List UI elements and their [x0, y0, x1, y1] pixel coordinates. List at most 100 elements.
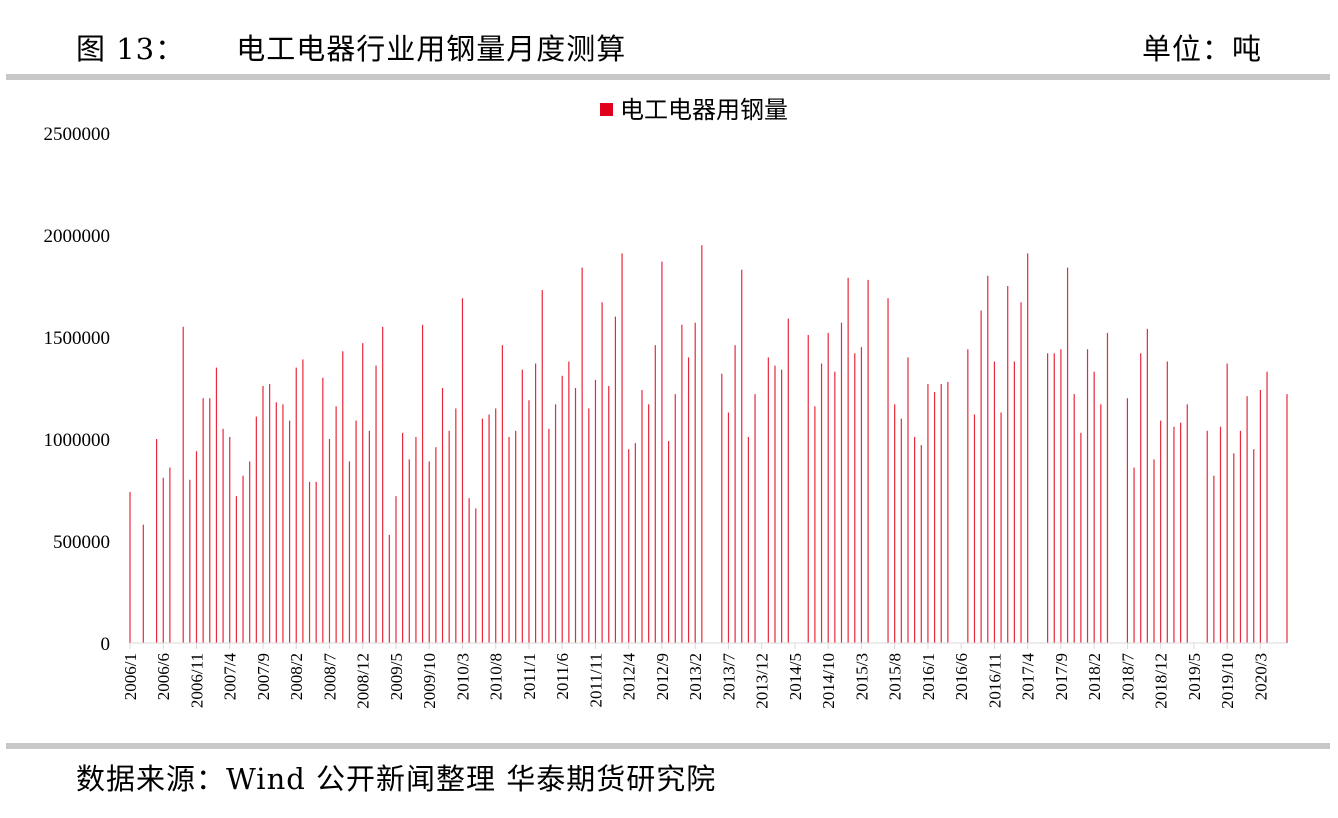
bar: [189, 479, 191, 643]
bar: [156, 439, 158, 643]
bar: [322, 377, 324, 643]
bar: [574, 388, 577, 643]
bar: [1160, 420, 1162, 643]
bar: [1027, 253, 1029, 644]
legend-swatch: [600, 103, 613, 116]
bar: [621, 253, 623, 644]
bar: [262, 385, 264, 643]
bar: [255, 416, 257, 643]
bar: [933, 392, 936, 643]
bar: [415, 436, 417, 643]
x-tick-label: 2012/9: [653, 653, 672, 700]
legend-label: 电工电器用钢量: [620, 97, 788, 124]
bar: [1219, 426, 1222, 643]
x-tick-label: 2014/10: [819, 653, 838, 709]
bar: [421, 324, 424, 643]
bar: [854, 353, 856, 643]
bar: [661, 261, 663, 643]
bar: [535, 363, 537, 643]
bar: [648, 404, 650, 643]
bar: [827, 332, 829, 643]
bar: [495, 408, 497, 643]
bar: [242, 475, 244, 643]
unit-label: 单位：吨: [1141, 32, 1262, 66]
bar: [209, 398, 211, 643]
bar: [435, 447, 437, 643]
bar: [1133, 467, 1135, 643]
x-tick-label: 2019/5: [1185, 653, 1204, 700]
bar: [594, 379, 597, 643]
bar: [641, 390, 643, 643]
bar: [914, 436, 916, 643]
bar: [900, 418, 902, 643]
bar: [993, 361, 996, 643]
x-tick-label: 2017/9: [1052, 653, 1071, 700]
x-tick-label: 2017/4: [1019, 653, 1038, 701]
bar: [488, 414, 490, 643]
y-tick-label: 1500000: [44, 328, 111, 349]
y-tick-label: 2500000: [44, 124, 111, 145]
x-tick-label: 2020/3: [1251, 653, 1270, 700]
chart-legend: 电工电器用钢量: [600, 97, 788, 124]
bar: [195, 451, 198, 643]
bar: [1180, 422, 1182, 643]
bar: [1213, 475, 1215, 643]
bar: [235, 496, 237, 643]
x-tick-label: 2011/6: [553, 653, 572, 700]
bar: [734, 345, 736, 643]
bar: [774, 365, 776, 643]
bar: [1080, 432, 1082, 643]
bar: [508, 436, 510, 643]
bar: [1140, 353, 1142, 643]
bar: [288, 420, 291, 643]
bar: [867, 279, 869, 643]
bar: [927, 383, 929, 643]
bar: [1166, 361, 1168, 643]
bar: [980, 310, 982, 643]
bar: [694, 322, 696, 643]
bar: [222, 428, 224, 643]
bottom-divider: [6, 743, 1330, 749]
bar: [907, 357, 909, 643]
x-tick-label: 2013/2: [686, 653, 705, 700]
bar: [767, 357, 769, 643]
bar: [814, 406, 816, 643]
bar: [402, 432, 404, 643]
bar: [282, 404, 284, 643]
bar: [668, 441, 670, 643]
x-tick-label: 2009/10: [420, 653, 439, 709]
x-tick-label: 2015/3: [852, 653, 871, 700]
bar: [614, 316, 617, 643]
bar: [295, 367, 297, 643]
x-tick-label: 2011/11: [586, 653, 605, 707]
bar: [834, 371, 836, 643]
x-tick-label: 2016/11: [985, 653, 1004, 708]
x-tick-label: 2012/4: [620, 653, 639, 701]
bar: [1286, 394, 1288, 643]
bar: [840, 322, 843, 643]
bar: [1226, 363, 1228, 643]
x-tick-label: 2010/8: [487, 653, 506, 700]
bar: [628, 449, 630, 643]
bar: [1093, 371, 1095, 643]
bar: [355, 420, 357, 643]
bar: [608, 385, 610, 643]
x-tick-label: 2007/4: [221, 653, 240, 701]
bar: [581, 267, 583, 643]
bar: [1013, 361, 1015, 643]
bar: [1146, 328, 1148, 643]
bar: [202, 398, 204, 643]
bar: [475, 508, 477, 643]
bar: [820, 363, 823, 643]
bar: [342, 351, 344, 643]
bar: [554, 404, 557, 643]
bar: [1053, 353, 1055, 643]
bar: [441, 388, 444, 643]
x-tick-label: 2013/7: [719, 653, 738, 701]
bar: [887, 298, 889, 643]
figure-title: 图 13： 电工电器行业用钢量月度测算: [76, 32, 627, 66]
bar: [701, 245, 703, 643]
x-tick-label: 2014/5: [786, 653, 805, 700]
bar: [601, 302, 603, 643]
bar: [275, 402, 277, 643]
